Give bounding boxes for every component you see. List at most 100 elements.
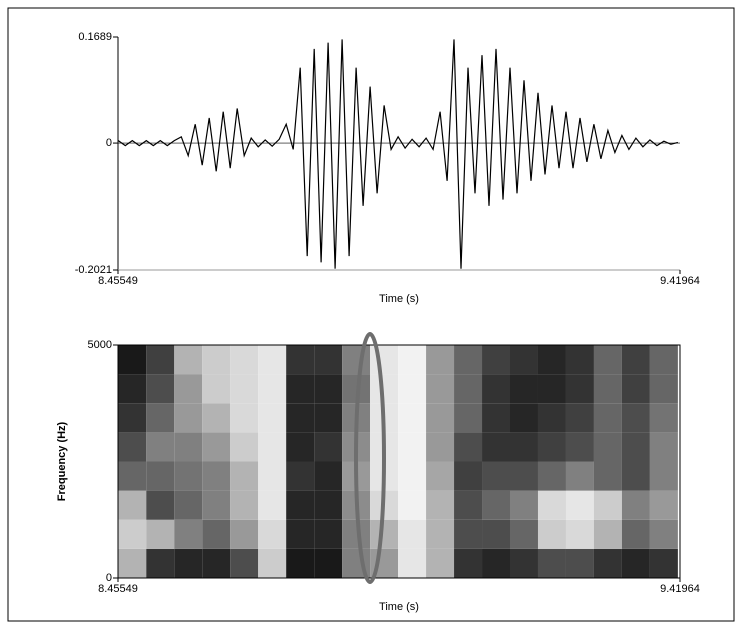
spectrogram-cell <box>118 374 146 403</box>
spectrogram-cell <box>566 374 594 403</box>
y-tick-label: 5000 <box>88 339 112 351</box>
spectrogram-cell <box>510 432 538 461</box>
spectrogram-cell <box>118 432 146 461</box>
spectrogram-cell <box>454 374 482 403</box>
spectrogram-cell <box>482 432 510 461</box>
spectrogram-cell <box>174 345 202 374</box>
spectrogram-cell <box>594 432 622 461</box>
spectrogram-cell <box>230 520 258 549</box>
spectrogram-cell <box>314 345 342 374</box>
spectrogram-cell <box>482 491 510 520</box>
spectrogram-cell <box>370 520 398 549</box>
spectrogram-cell <box>146 549 174 578</box>
spectrogram-cell <box>286 374 314 403</box>
y-tick-label: 0 <box>106 137 112 149</box>
spectrogram-cell <box>286 403 314 432</box>
spectrogram-cell <box>594 403 622 432</box>
figure: -0.202100.16898.455499.41964Time (s)0500… <box>0 0 735 622</box>
spectrogram-cell <box>510 462 538 491</box>
spectrogram-cell <box>482 403 510 432</box>
spectrogram-cell <box>258 345 286 374</box>
spectrogram-cell <box>118 491 146 520</box>
spectrogram-cell <box>426 462 454 491</box>
spectrogram-cell <box>314 549 342 578</box>
spectrogram-cell <box>398 491 426 520</box>
spectrogram-cell <box>510 520 538 549</box>
y-tick-label: 0.1689 <box>78 31 112 43</box>
spectrogram-cell <box>314 520 342 549</box>
spectrogram-cell <box>538 491 566 520</box>
x-tick-label: 8.45549 <box>98 583 138 595</box>
spectrogram-cell <box>538 345 566 374</box>
spectrogram-cell <box>622 374 650 403</box>
spectrogram-cell <box>146 403 174 432</box>
spectrogram-cell <box>146 462 174 491</box>
spectrogram-cell <box>650 520 678 549</box>
spectrogram-cell <box>482 549 510 578</box>
spectrogram-cell <box>146 432 174 461</box>
spectrogram-cell <box>286 491 314 520</box>
x-tick-label: 8.45549 <box>98 275 138 287</box>
spectrogram-cell <box>202 520 230 549</box>
spectrogram-cell <box>566 520 594 549</box>
spectrogram-cell <box>118 345 146 374</box>
spectrogram-cell <box>454 432 482 461</box>
spectrogram-cell <box>622 403 650 432</box>
spectrogram-cell <box>230 549 258 578</box>
spectrogram-cell <box>426 345 454 374</box>
spectrogram-cell <box>426 549 454 578</box>
spectrogram-cell <box>510 345 538 374</box>
spectrogram-cell <box>258 520 286 549</box>
spectrogram-cell <box>146 520 174 549</box>
x-axis-label: Time (s) <box>379 601 419 613</box>
spectrogram-cell <box>286 520 314 549</box>
spectrogram-cell <box>202 549 230 578</box>
spectrogram-cell <box>482 520 510 549</box>
spectrogram-cell <box>622 491 650 520</box>
spectrogram-cell <box>454 491 482 520</box>
spectrogram-cell <box>258 374 286 403</box>
spectrogram-cell <box>426 491 454 520</box>
spectrogram-cell <box>118 462 146 491</box>
spectrogram-cell <box>454 403 482 432</box>
spectrogram-cell <box>566 403 594 432</box>
spectrogram-cell <box>510 403 538 432</box>
spectrogram-cell <box>146 345 174 374</box>
spectrogram-cell <box>650 432 678 461</box>
spectrogram-cell <box>398 432 426 461</box>
spectrogram-cell <box>538 374 566 403</box>
spectrogram-cell <box>454 549 482 578</box>
spectrogram-cell <box>650 462 678 491</box>
spectrogram-cell <box>314 462 342 491</box>
spectrogram-cell <box>650 374 678 403</box>
spectrogram-cell <box>174 374 202 403</box>
spectrogram-cell <box>174 403 202 432</box>
spectrogram-cell <box>174 549 202 578</box>
spectrogram-cell <box>454 345 482 374</box>
spectrogram-cell <box>426 374 454 403</box>
spectrogram-cell <box>566 345 594 374</box>
x-tick-label: 9.41964 <box>660 275 700 287</box>
spectrogram-cell <box>482 462 510 491</box>
spectrogram-cell <box>118 403 146 432</box>
spectrogram-cell <box>314 374 342 403</box>
spectrogram-cell <box>174 462 202 491</box>
spectrogram-cell <box>426 432 454 461</box>
spectrogram-cell <box>202 462 230 491</box>
spectrogram-cell <box>230 345 258 374</box>
spectrogram-cell <box>258 549 286 578</box>
spectrogram-cell <box>594 462 622 491</box>
spectrogram-cell <box>454 462 482 491</box>
spectrogram-cell <box>314 432 342 461</box>
spectrogram-cell <box>594 549 622 578</box>
spectrogram-cell <box>174 520 202 549</box>
spectrogram-cell <box>202 403 230 432</box>
spectrogram-cell <box>398 374 426 403</box>
spectrogram-cell <box>454 520 482 549</box>
spectrogram-cell <box>482 374 510 403</box>
spectrogram-cell <box>202 374 230 403</box>
spectrogram-cell <box>622 520 650 549</box>
spectrogram-cell <box>538 403 566 432</box>
spectrogram-cell <box>286 345 314 374</box>
spectrogram-cell <box>174 432 202 461</box>
